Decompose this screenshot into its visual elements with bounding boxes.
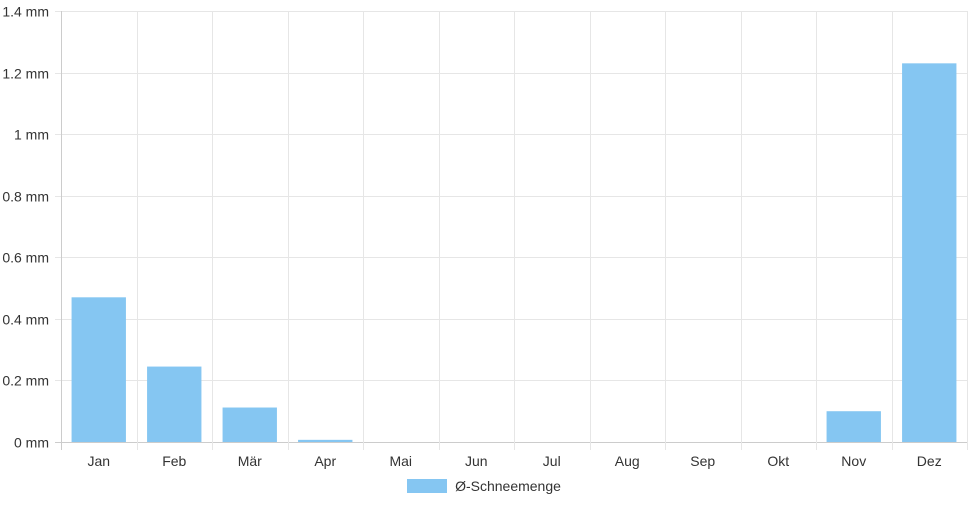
y-tick-label: 0.2 mm bbox=[2, 373, 49, 389]
x-tick-label: Sep bbox=[690, 453, 715, 469]
y-tick-label: 0 mm bbox=[14, 435, 49, 451]
x-tick-label: Mai bbox=[389, 453, 412, 469]
bar-Jan bbox=[71, 297, 126, 442]
x-tick-label: Jun bbox=[465, 453, 488, 469]
bar-Mär bbox=[222, 407, 277, 442]
x-tick-label: Apr bbox=[314, 453, 336, 469]
legend-swatch bbox=[407, 479, 448, 493]
bar-Feb bbox=[147, 366, 202, 442]
y-tick-label: 0.4 mm bbox=[2, 312, 49, 328]
legend-label: Ø-Schneemenge bbox=[455, 478, 561, 494]
bar-Dez bbox=[902, 63, 957, 442]
x-axis-ticks: Jan Feb Mär Apr Mai Jun Jul Aug Sep Okt Nov Dez bbox=[87, 453, 941, 469]
y-axis-ticks: 0 mm 0.2 mm 0.4 mm 0.6 mm 0.8 mm 1 mm 1.2 mm 1.… bbox=[2, 4, 49, 451]
x-tick-label: Dez bbox=[917, 453, 942, 469]
bar-Nov bbox=[826, 411, 881, 442]
bar-Apr bbox=[298, 439, 353, 442]
y-tick-label: 0.8 mm bbox=[2, 189, 49, 205]
legend[interactable]: Ø-Schneemenge bbox=[0, 478, 968, 494]
x-tick-label: Jul bbox=[543, 453, 561, 469]
x-tick-label: Mär bbox=[238, 453, 262, 469]
x-tick-label: Feb bbox=[162, 453, 186, 469]
y-tick-label: 0.6 mm bbox=[2, 250, 49, 266]
grid-layer bbox=[55, 11, 968, 450]
x-tick-label: Jan bbox=[87, 453, 110, 469]
bars-layer bbox=[71, 63, 957, 442]
x-tick-label: Okt bbox=[767, 453, 789, 469]
x-tick-label: Nov bbox=[841, 453, 866, 469]
y-tick-label: 1.4 mm bbox=[2, 4, 49, 20]
y-tick-label: 1 mm bbox=[14, 127, 49, 143]
y-tick-label: 1.2 mm bbox=[2, 66, 49, 82]
x-tick-label: Aug bbox=[615, 453, 640, 469]
